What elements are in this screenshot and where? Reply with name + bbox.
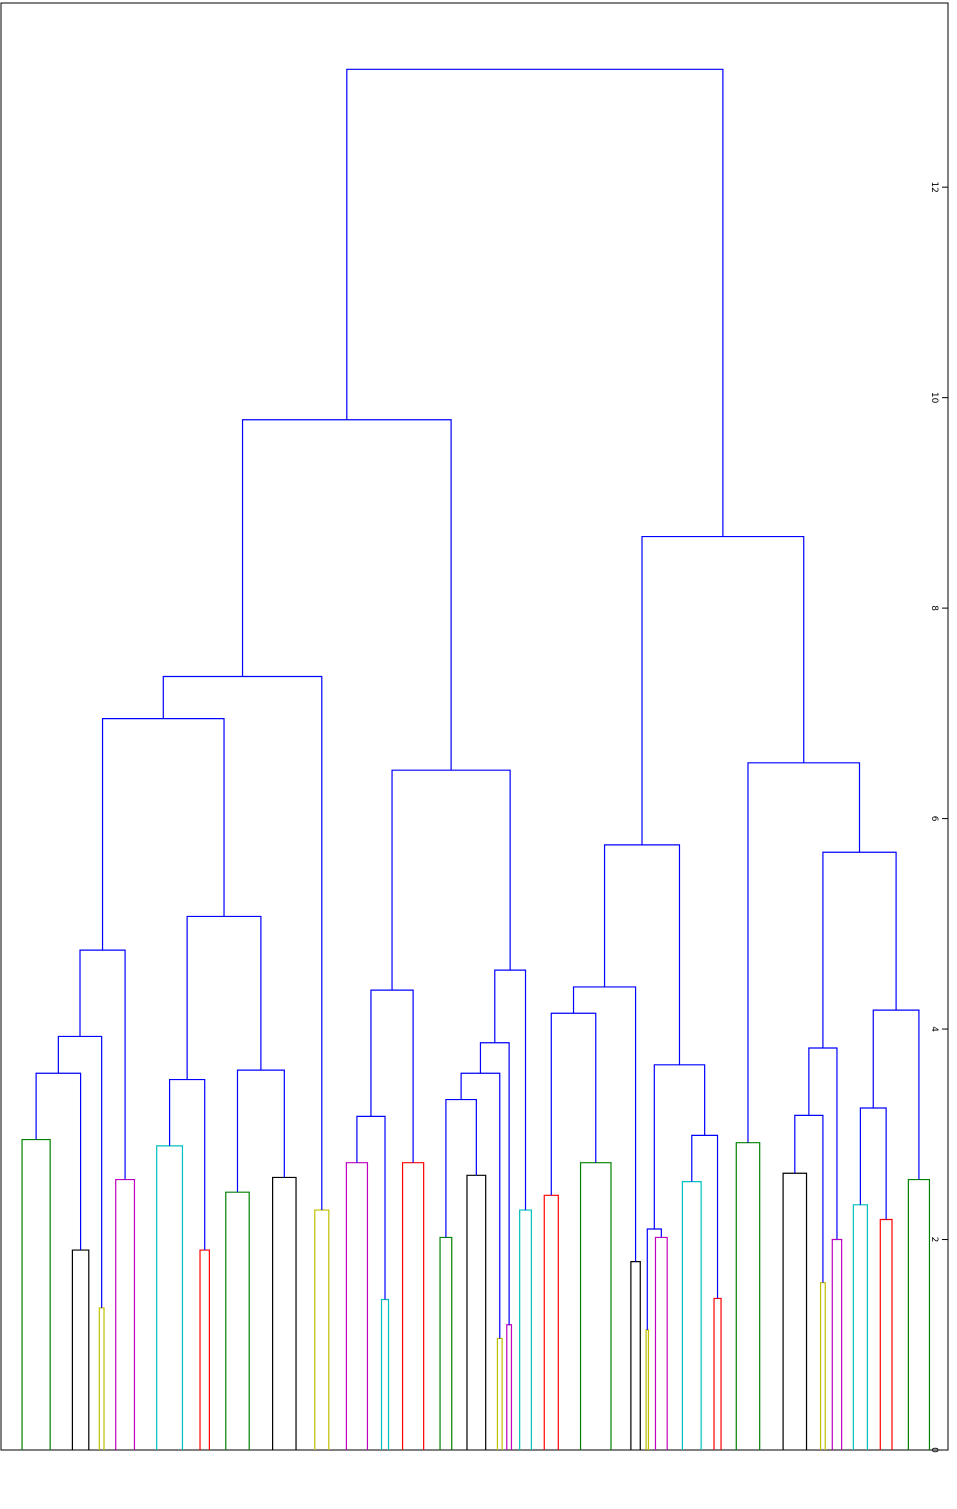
cluster [831,1238,843,1450]
link [550,1012,597,1196]
link [872,1009,920,1180]
link [186,915,262,1080]
cluster [852,1204,869,1450]
link [445,1098,477,1238]
link [101,718,225,951]
y-tick-label: 12 [929,181,939,192]
cluster [543,1194,559,1450]
cluster [907,1178,931,1450]
link [391,769,511,991]
link [822,851,897,1048]
cluster [645,1329,650,1450]
cluster [401,1162,425,1450]
link [646,1228,662,1331]
cluster [735,1142,761,1450]
cluster [21,1138,51,1450]
cluster [71,1249,90,1450]
y-tick-label: 6 [929,816,939,822]
cluster [496,1337,503,1450]
cluster [630,1261,641,1450]
link [794,1114,824,1283]
cluster [199,1249,210,1450]
y-tick-label: 8 [929,605,939,611]
cluster [345,1162,369,1450]
cluster [579,1162,612,1450]
cluster [681,1181,702,1450]
y-tick-label: 0 [929,1447,939,1453]
cluster [506,1324,513,1450]
link [370,989,414,1163]
cluster [380,1298,390,1450]
link [641,535,805,845]
cluster [272,1176,297,1450]
link [168,1078,206,1251]
cluster [98,1307,105,1450]
link [479,1042,510,1325]
link [79,949,126,1180]
cluster [654,1236,668,1450]
plot-frame [0,2,949,1451]
cluster [314,1209,330,1450]
link [747,762,861,1143]
link [35,1072,82,1251]
link [356,1115,386,1300]
y-tick-label: 4 [929,1026,939,1032]
cluster [819,1282,826,1450]
link [346,68,724,537]
link [241,419,452,771]
link [603,844,681,1065]
link [691,1134,719,1299]
cluster [156,1145,184,1450]
y-tick-label: 2 [929,1237,939,1243]
link [653,1064,706,1229]
y-tick-label: 10 [929,392,939,404]
cluster [225,1191,250,1450]
cluster [115,1178,136,1450]
cluster [782,1172,808,1450]
link [859,1107,887,1220]
link [572,986,637,1262]
cluster [713,1297,722,1450]
cluster [879,1218,893,1450]
link [808,1047,838,1240]
cluster [439,1236,453,1450]
link [236,1069,285,1193]
cluster [519,1209,532,1450]
cluster [466,1174,487,1450]
link [162,675,323,1211]
